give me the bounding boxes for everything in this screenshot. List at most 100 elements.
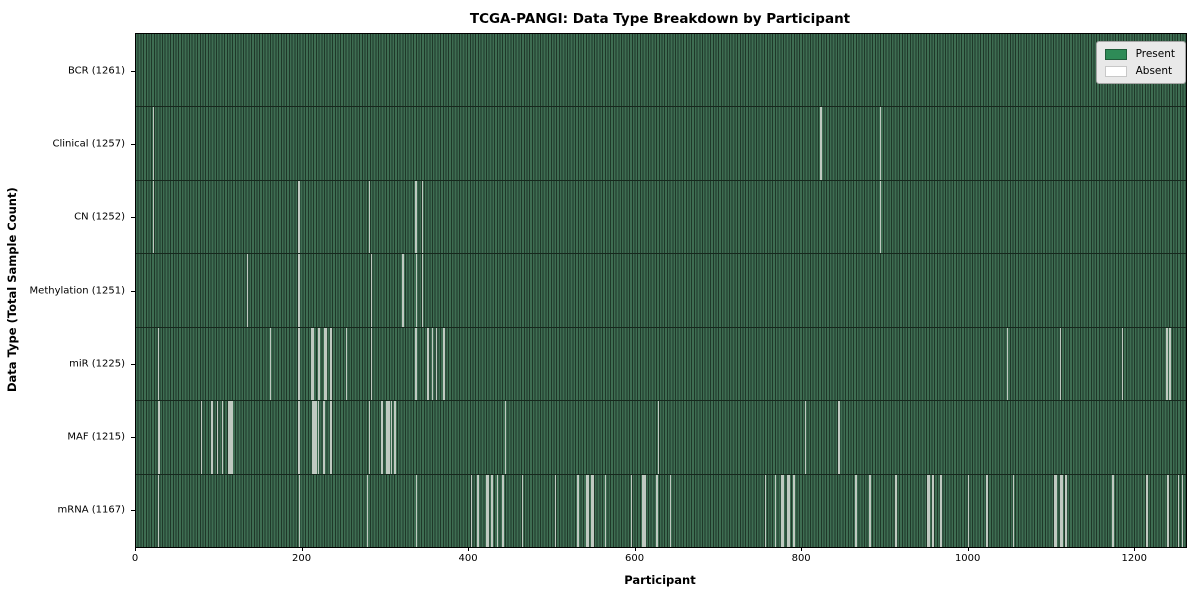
- absent-stripe: [1166, 327, 1168, 401]
- legend-swatch-present: [1104, 48, 1127, 60]
- x-tick-mark: [967, 547, 969, 551]
- absent-stripe: [443, 327, 445, 401]
- absent-stripe: [402, 254, 405, 327]
- absent-stripe: [298, 401, 301, 474]
- absent-stripe: [496, 474, 499, 547]
- y-tick-mark: [131, 290, 135, 292]
- chart-title: TCGA-PANGI: Data Type Breakdown by Parti…: [469, 11, 851, 27]
- absent-stripe: [157, 474, 160, 547]
- absent-stripe: [1111, 474, 1115, 547]
- absent-stripe: [227, 401, 233, 474]
- x-axis-label: Participant: [624, 573, 696, 587]
- absent-stripe: [421, 180, 424, 254]
- absent-stripe: [879, 107, 881, 180]
- absent-stripe: [927, 474, 930, 547]
- absent-stripe: [485, 474, 490, 547]
- y-tick-label-Clinical: Clinical (1257): [52, 138, 126, 150]
- absent-stripe: [774, 474, 777, 547]
- absent-stripe: [1177, 474, 1180, 547]
- legend-label-present: Present: [1135, 48, 1175, 60]
- absent-stripe: [369, 180, 371, 254]
- x-tick-label: 1200: [1121, 553, 1147, 564]
- absent-stripe: [940, 474, 943, 547]
- absent-stripe: [658, 401, 660, 474]
- absent-stripe: [380, 401, 384, 474]
- absent-stripe: [894, 474, 898, 547]
- x-axis: 0 200 400 600 800 1000 1200: [132, 547, 1185, 573]
- absent-stripe: [577, 474, 579, 547]
- x-tick-mark: [301, 547, 303, 551]
- absent-stripe: [394, 401, 396, 474]
- absent-stripe: [1166, 474, 1169, 547]
- legend: Present Absent: [1095, 41, 1186, 84]
- legend-item-absent: Absent: [1104, 65, 1175, 77]
- absent-stripe: [421, 254, 424, 327]
- absent-stripe: [414, 180, 417, 254]
- absent-stripe: [1181, 474, 1184, 547]
- absent-stripe: [152, 180, 155, 254]
- y-tick-label-CN: CN (1252): [74, 211, 125, 223]
- absent-stripe: [323, 401, 325, 474]
- absent-stripe: [820, 107, 822, 180]
- y-tick-mark: [131, 217, 135, 219]
- absent-stripe: [200, 401, 203, 474]
- absent-stripe: [330, 401, 332, 474]
- absent-stripe: [317, 401, 320, 474]
- absent-stripe: [837, 401, 840, 474]
- legend-label-absent: Absent: [1135, 65, 1173, 77]
- absent-stripe: [366, 474, 368, 547]
- row-band-BCR: [136, 34, 1186, 108]
- absent-stripe: [152, 107, 155, 180]
- x-tick-mark: [801, 547, 803, 551]
- absent-stripe: [787, 474, 790, 547]
- y-tick-mark: [131, 363, 135, 365]
- absent-stripe: [298, 327, 300, 401]
- absent-stripe: [804, 401, 806, 474]
- absent-stripe: [586, 474, 589, 547]
- x-tick-mark: [634, 547, 636, 551]
- absent-stripe: [477, 474, 479, 547]
- absent-stripe: [781, 474, 784, 547]
- y-tick-label-mRNA: mRNA (1167): [57, 504, 125, 516]
- row-band-Methylation: [136, 254, 1186, 328]
- row-band-CN: [136, 180, 1186, 255]
- absent-stripe: [385, 401, 390, 474]
- legend-item-present: Present: [1104, 48, 1175, 60]
- absent-stripe: [435, 327, 438, 401]
- x-tick-mark: [1134, 547, 1136, 551]
- absent-stripe: [298, 180, 300, 254]
- absent-stripe: [868, 474, 872, 547]
- absent-stripe: [221, 401, 224, 474]
- x-tick-mark: [468, 547, 470, 551]
- absent-stripe: [967, 474, 970, 547]
- absent-stripe: [158, 401, 161, 474]
- absent-stripe: [1146, 474, 1148, 547]
- absent-stripe: [470, 474, 473, 547]
- y-tick-mark: [131, 70, 135, 72]
- absent-stripe: [1169, 327, 1171, 401]
- absent-stripe: [855, 474, 858, 547]
- absent-stripe: [932, 474, 934, 547]
- absent-stripe: [270, 327, 272, 401]
- y-tick-label-BCR: BCR (1261): [67, 65, 125, 77]
- x-tick-label: 200: [291, 553, 312, 564]
- absent-stripe: [415, 474, 417, 547]
- x-tick-label: 400: [458, 553, 478, 564]
- absent-stripe: [764, 474, 767, 547]
- y-tick-label-Methylation: Methylation (1251): [29, 285, 125, 296]
- y-tick-mark: [131, 510, 135, 512]
- absent-stripe: [642, 474, 646, 547]
- y-tick-mark: [131, 437, 135, 439]
- absent-stripe: [554, 474, 557, 547]
- absent-stripe: [1121, 327, 1124, 401]
- x-tick-label: 600: [625, 553, 645, 564]
- absent-stripe: [414, 327, 417, 401]
- absent-stripe: [390, 401, 393, 474]
- row-band-MAF: [136, 401, 1186, 475]
- x-tick-label: 800: [791, 553, 811, 564]
- absent-stripe: [1060, 327, 1062, 401]
- absent-stripe: [1065, 474, 1067, 547]
- absent-stripe: [369, 401, 371, 474]
- absent-stripe: [210, 401, 213, 474]
